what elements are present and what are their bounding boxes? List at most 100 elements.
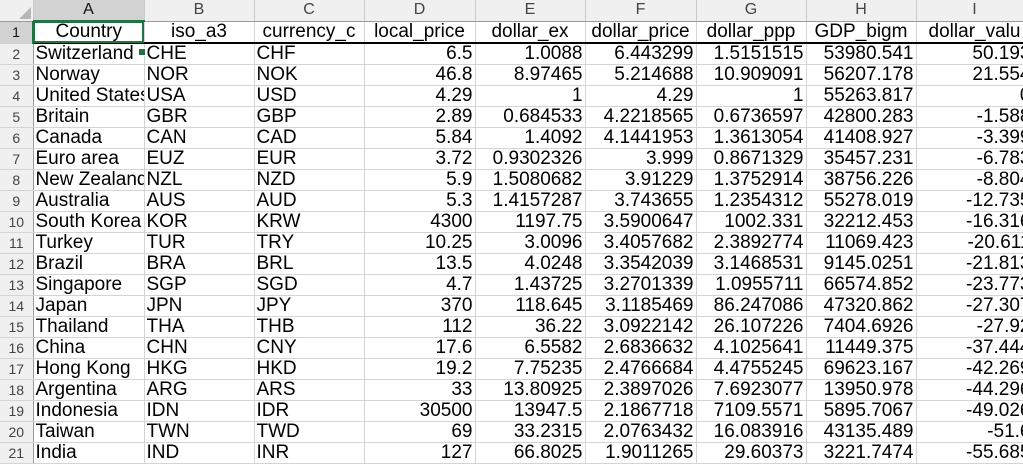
cell-E18[interactable]: 13.80925 bbox=[475, 379, 586, 401]
cell-B17[interactable]: HKG bbox=[144, 358, 255, 380]
cell-H3[interactable]: 56207.178 bbox=[806, 64, 917, 86]
cell-D12[interactable]: 13.5 bbox=[364, 253, 476, 275]
row-header[interactable]: 18 bbox=[0, 379, 34, 401]
cell-C14[interactable]: JPY bbox=[254, 295, 365, 317]
cell-I21[interactable]: -55.685 bbox=[916, 442, 1023, 464]
cell-F10[interactable]: 3.5900647 bbox=[585, 211, 697, 233]
cell-F5[interactable]: 4.2218565 bbox=[585, 106, 697, 128]
cell-I19[interactable]: -49.026 bbox=[916, 400, 1023, 422]
cell-E16[interactable]: 6.5582 bbox=[475, 337, 586, 359]
cell-F7[interactable]: 3.999 bbox=[585, 148, 697, 170]
cell-C13[interactable]: SGD bbox=[254, 274, 365, 296]
cell-A9[interactable]: Australia bbox=[33, 190, 145, 212]
cell-C12[interactable]: BRL bbox=[254, 253, 365, 275]
cell-F15[interactable]: 3.0922142 bbox=[585, 316, 697, 338]
cell-C8[interactable]: NZD bbox=[254, 169, 365, 191]
cell-E4[interactable]: 1 bbox=[475, 85, 586, 107]
cell-D19[interactable]: 30500 bbox=[364, 400, 476, 422]
cell-H7[interactable]: 35457.231 bbox=[806, 148, 917, 170]
row-header[interactable]: 11 bbox=[0, 232, 34, 254]
cell-C4[interactable]: USD bbox=[254, 85, 365, 107]
row-header[interactable]: 14 bbox=[0, 295, 34, 317]
cell-I14[interactable]: -27.307 bbox=[916, 295, 1023, 317]
cell-D2[interactable]: 6.5 bbox=[364, 43, 476, 65]
cell-B3[interactable]: NOR bbox=[144, 64, 255, 86]
cell-G8[interactable]: 1.3752914 bbox=[696, 169, 807, 191]
row-header[interactable]: 10 bbox=[0, 211, 34, 233]
cell-E5[interactable]: 0.684533 bbox=[475, 106, 586, 128]
cell-F20[interactable]: 2.0763432 bbox=[585, 421, 697, 443]
cell-E20[interactable]: 33.2315 bbox=[475, 421, 586, 443]
cell-D11[interactable]: 10.25 bbox=[364, 232, 476, 254]
cell-E19[interactable]: 13947.5 bbox=[475, 400, 586, 422]
row-header[interactable]: 5 bbox=[0, 106, 34, 128]
cell-E17[interactable]: 7.75235 bbox=[475, 358, 586, 380]
cell-C7[interactable]: EUR bbox=[254, 148, 365, 170]
cell-E11[interactable]: 3.0096 bbox=[475, 232, 586, 254]
cell-H15[interactable]: 7404.6926 bbox=[806, 316, 917, 338]
cell-C19[interactable]: IDR bbox=[254, 400, 365, 422]
cell-H9[interactable]: 55278.019 bbox=[806, 190, 917, 212]
cell-A1-country-header[interactable]: Country bbox=[33, 21, 145, 44]
cell-F6[interactable]: 4.1441953 bbox=[585, 127, 697, 149]
cell-F11[interactable]: 3.4057682 bbox=[585, 232, 697, 254]
cell-B10[interactable]: KOR bbox=[144, 211, 255, 233]
cell-I4[interactable]: 0 bbox=[916, 85, 1023, 107]
cell-I6[interactable]: -3.399 bbox=[916, 127, 1023, 149]
cell-F13[interactable]: 3.2701339 bbox=[585, 274, 697, 296]
cell-F14[interactable]: 3.1185469 bbox=[585, 295, 697, 317]
cell-H4[interactable]: 55263.817 bbox=[806, 85, 917, 107]
cell-B21[interactable]: IND bbox=[144, 442, 255, 464]
cell-G20[interactable]: 16.083916 bbox=[696, 421, 807, 443]
cell-B2[interactable]: CHE bbox=[144, 43, 255, 65]
cell-F1-header[interactable]: dollar_price bbox=[585, 21, 697, 44]
cell-H18[interactable]: 13950.978 bbox=[806, 379, 917, 401]
cell-B14[interactable]: JPN bbox=[144, 295, 255, 317]
cell-F8[interactable]: 3.91229 bbox=[585, 169, 697, 191]
row-header[interactable]: 7 bbox=[0, 148, 34, 170]
cell-B6[interactable]: CAN bbox=[144, 127, 255, 149]
cell-G13[interactable]: 1.0955711 bbox=[696, 274, 807, 296]
cell-H16[interactable]: 11449.375 bbox=[806, 337, 917, 359]
cell-B9[interactable]: AUS bbox=[144, 190, 255, 212]
cell-I5[interactable]: -1.588 bbox=[916, 106, 1023, 128]
cell-A12[interactable]: Brazil bbox=[33, 253, 145, 275]
cell-I2[interactable]: 50.193 bbox=[916, 43, 1023, 65]
cell-B12[interactable]: BRA bbox=[144, 253, 255, 275]
cell-C5[interactable]: GBP bbox=[254, 106, 365, 128]
cell-E21[interactable]: 66.8025 bbox=[475, 442, 586, 464]
cell-F17[interactable]: 2.4766684 bbox=[585, 358, 697, 380]
cell-D7[interactable]: 3.72 bbox=[364, 148, 476, 170]
cell-A4[interactable]: United States bbox=[33, 85, 145, 107]
fill-handle[interactable] bbox=[138, 48, 146, 56]
cell-D14[interactable]: 370 bbox=[364, 295, 476, 317]
cell-B5[interactable]: GBR bbox=[144, 106, 255, 128]
cell-E7[interactable]: 0.9302326 bbox=[475, 148, 586, 170]
cell-B4[interactable]: USA bbox=[144, 85, 255, 107]
cell-C10[interactable]: KRW bbox=[254, 211, 365, 233]
cell-F2[interactable]: 6.443299 bbox=[585, 43, 697, 65]
cell-E14[interactable]: 118.645 bbox=[475, 295, 586, 317]
cell-D5[interactable]: 2.89 bbox=[364, 106, 476, 128]
cell-D17[interactable]: 19.2 bbox=[364, 358, 476, 380]
cell-C11[interactable]: TRY bbox=[254, 232, 365, 254]
cell-I13[interactable]: -23.773 bbox=[916, 274, 1023, 296]
row-header[interactable]: 16 bbox=[0, 337, 34, 359]
cell-F21[interactable]: 1.9011265 bbox=[585, 442, 697, 464]
cell-H13[interactable]: 66574.852 bbox=[806, 274, 917, 296]
cell-B16[interactable]: CHN bbox=[144, 337, 255, 359]
cell-G12[interactable]: 3.1468531 bbox=[696, 253, 807, 275]
cell-C15[interactable]: THB bbox=[254, 316, 365, 338]
cell-E8[interactable]: 1.5080682 bbox=[475, 169, 586, 191]
cell-C16[interactable]: CNY bbox=[254, 337, 365, 359]
column-header-B[interactable]: B bbox=[144, 0, 255, 22]
cell-G3[interactable]: 10.909091 bbox=[696, 64, 807, 86]
cell-G19[interactable]: 7109.5571 bbox=[696, 400, 807, 422]
column-header-C[interactable]: C bbox=[254, 0, 365, 22]
row-header[interactable]: 3 bbox=[0, 64, 34, 86]
cell-D20[interactable]: 69 bbox=[364, 421, 476, 443]
cell-H6[interactable]: 41408.927 bbox=[806, 127, 917, 149]
cell-A20[interactable]: Taiwan bbox=[33, 421, 145, 443]
cell-I16[interactable]: -37.444 bbox=[916, 337, 1023, 359]
cell-B1-header[interactable]: iso_a3 bbox=[144, 21, 255, 44]
